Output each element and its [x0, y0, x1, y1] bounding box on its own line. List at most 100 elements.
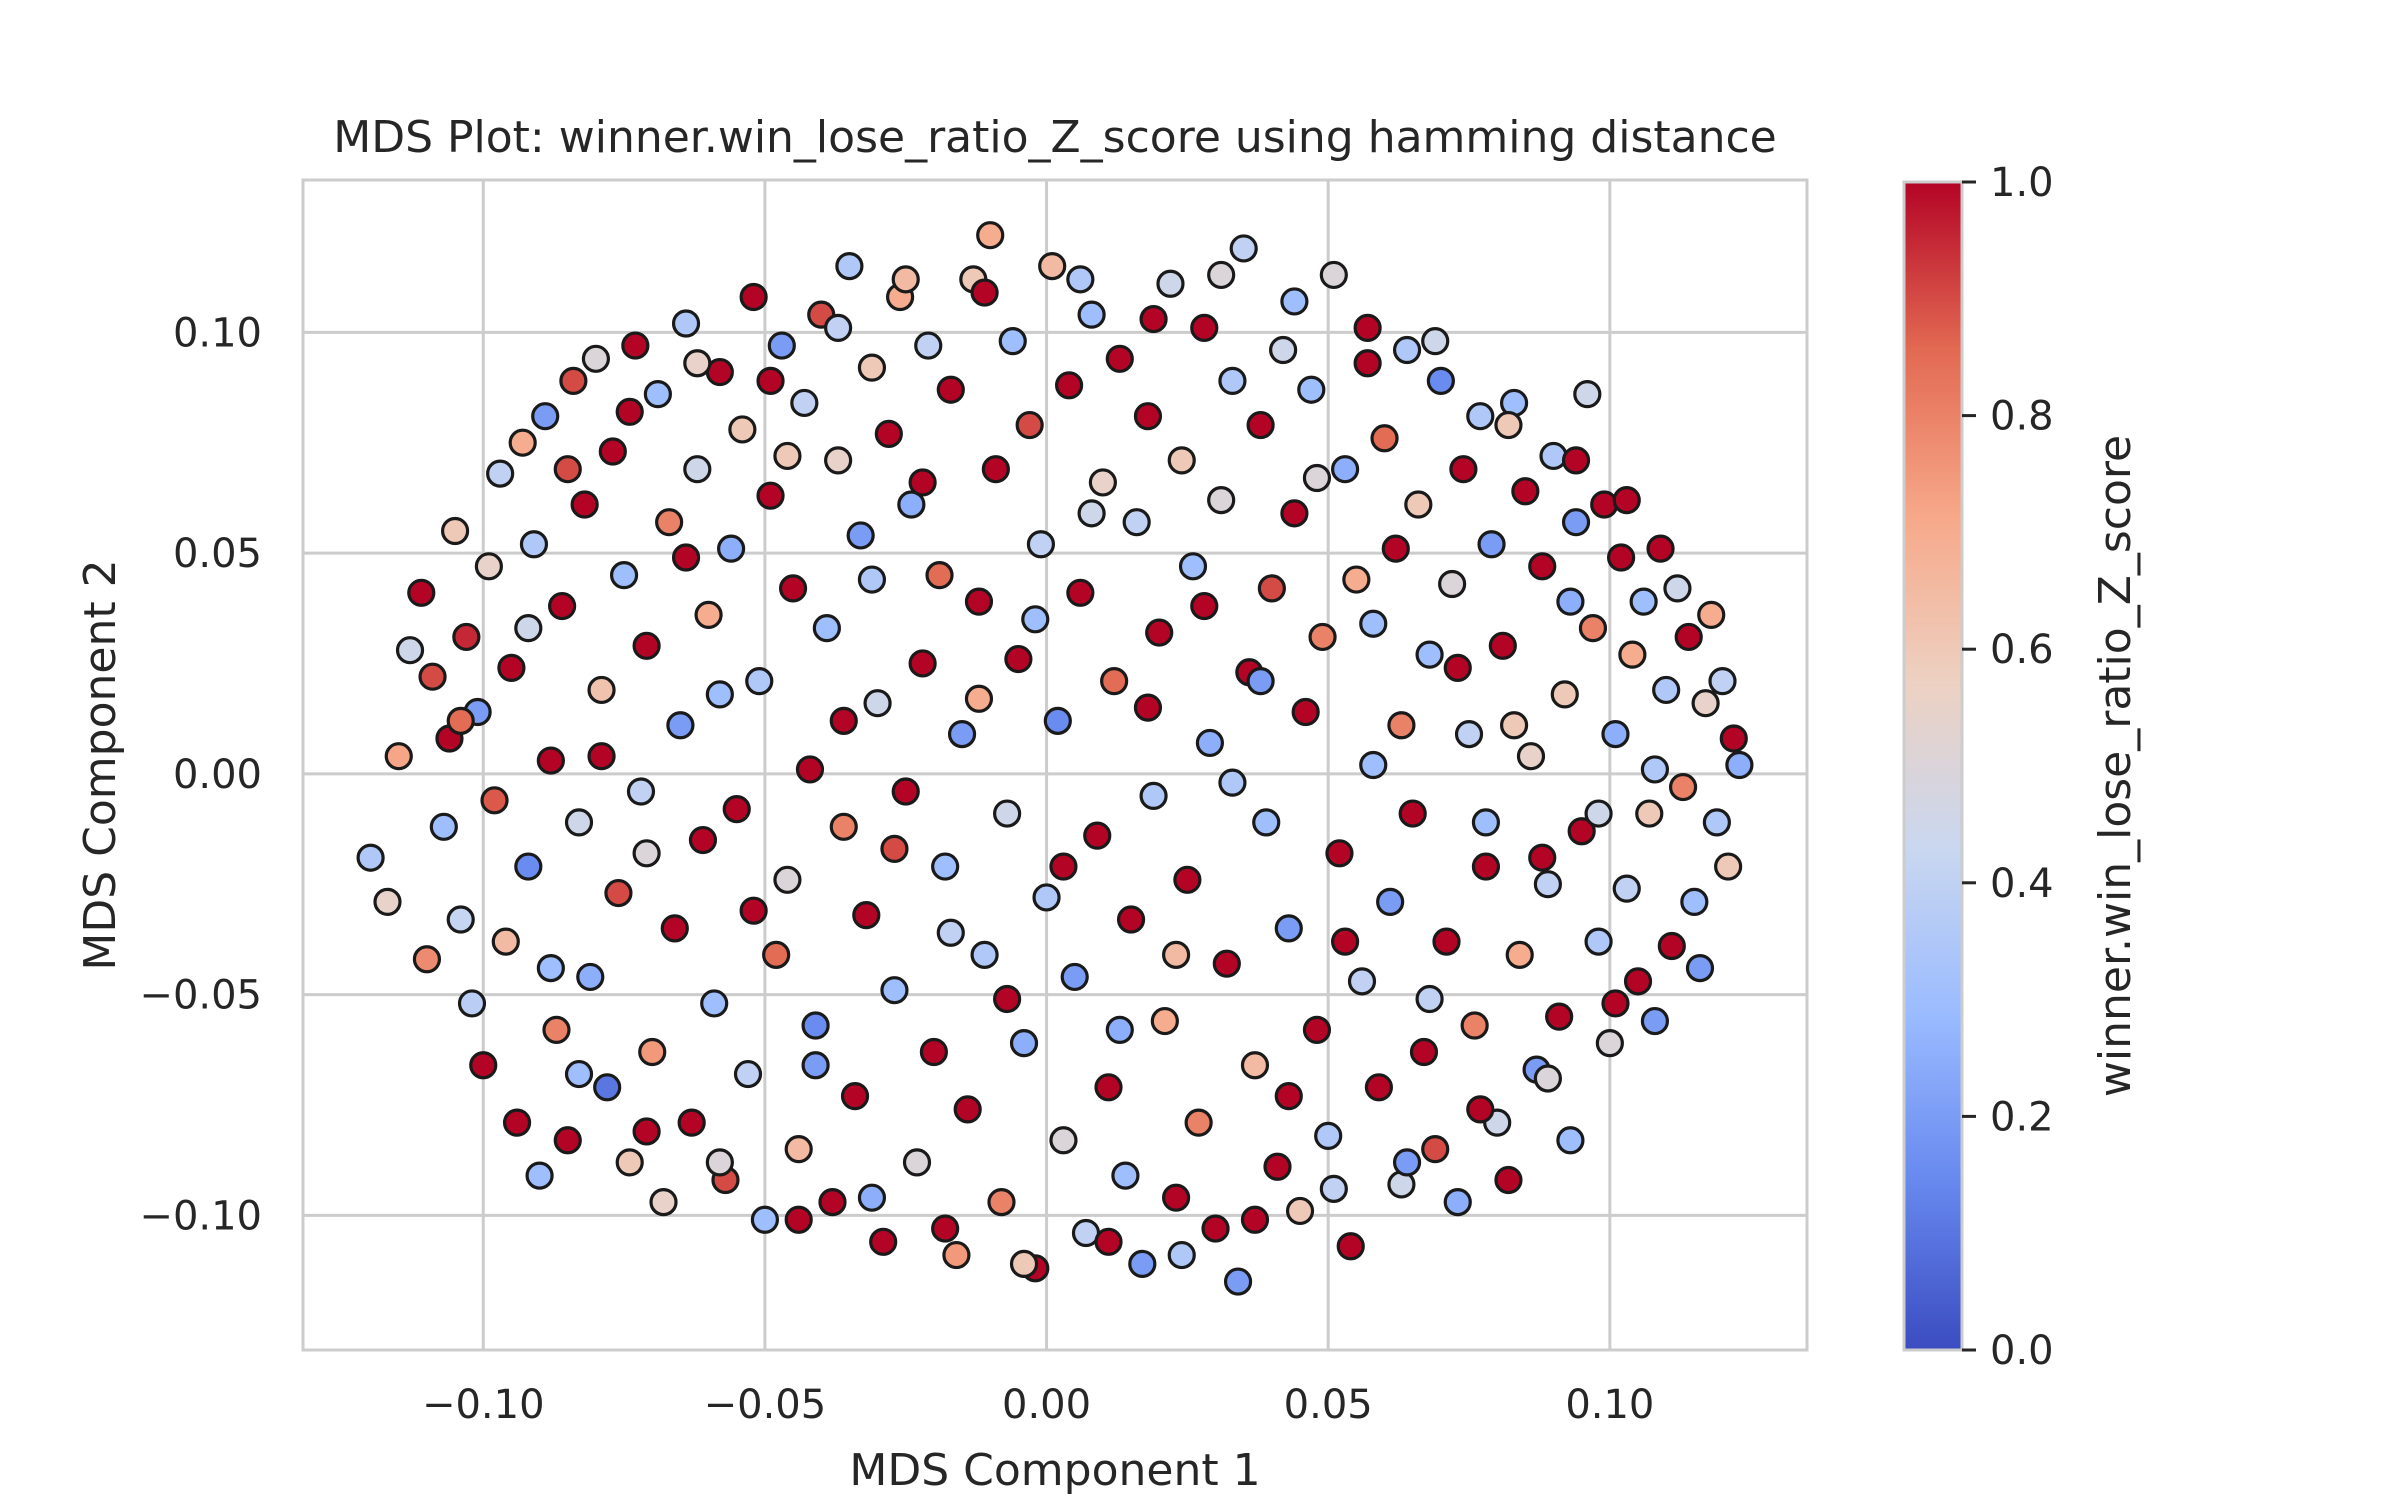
data-point [536, 746, 565, 775]
data-point [1280, 287, 1309, 316]
data-point [1556, 587, 1585, 616]
data-point [643, 380, 672, 409]
data-point [824, 446, 853, 475]
data-point [1556, 1126, 1585, 1155]
data-point [1291, 697, 1320, 727]
data-point [1066, 578, 1095, 607]
data-point [795, 755, 825, 784]
data-point [683, 349, 712, 378]
data-point [1657, 931, 1686, 961]
data-point [1100, 667, 1129, 696]
data-point [801, 1051, 830, 1080]
data-point [559, 366, 588, 395]
data-point [429, 812, 458, 841]
data-point [1330, 927, 1360, 956]
data-point [1528, 552, 1557, 581]
data-point [824, 313, 853, 343]
data-point [1421, 327, 1450, 356]
data-point [1325, 839, 1354, 868]
data-point [1590, 490, 1619, 519]
data-point [947, 719, 977, 749]
data-point [514, 852, 543, 881]
data-point [1178, 552, 1208, 581]
data-point [1539, 441, 1568, 471]
data-point [446, 706, 475, 735]
data-point [1533, 1064, 1562, 1093]
colorbar-tick-label: 1.0 [1990, 160, 2054, 206]
x-tick-label: 0.00 [1002, 1382, 1091, 1428]
data-point [919, 1037, 948, 1067]
data-point [1561, 446, 1591, 475]
data-point [964, 587, 994, 616]
data-point [818, 1187, 847, 1217]
data-point [446, 905, 475, 934]
data-point [553, 1126, 582, 1155]
data-point [660, 914, 689, 943]
data-point [908, 468, 937, 497]
data-point [576, 962, 605, 992]
data-point [1077, 300, 1106, 329]
data-point [598, 437, 627, 466]
data-point [1714, 852, 1743, 881]
colorbar-tick-label: 0.6 [1990, 627, 2054, 673]
data-point [762, 940, 791, 969]
data-point [987, 1187, 1016, 1217]
data-point [666, 711, 695, 740]
data-point [548, 591, 577, 621]
data-point [1545, 1002, 1574, 1031]
data-point [1685, 953, 1715, 983]
data-point [1054, 371, 1084, 400]
data-point [970, 940, 999, 969]
data-point [1466, 1095, 1495, 1124]
data-point [626, 777, 656, 806]
data-point [756, 366, 785, 395]
data-point [671, 309, 701, 338]
data-point [621, 331, 650, 360]
data-point [1719, 724, 1748, 753]
data-point [1387, 711, 1416, 740]
data-point [1314, 1121, 1343, 1150]
data-point [1190, 313, 1219, 343]
data-point [1376, 887, 1405, 916]
y-axis-label: MDS Component 2 [75, 559, 126, 970]
y-tick-label: −0.10 [139, 1193, 262, 1239]
data-point [857, 565, 887, 594]
data-point [1640, 755, 1670, 784]
data-point [1471, 852, 1501, 881]
data-point [525, 1161, 554, 1190]
data-point [632, 1117, 661, 1146]
colorbar-tick-label: 0.0 [1990, 1328, 2054, 1374]
data-point [1697, 600, 1726, 629]
data-point [1139, 781, 1168, 811]
data-point [638, 1037, 667, 1067]
y-tick-label: 0.05 [173, 531, 262, 577]
data-point [812, 614, 841, 643]
data-point [1471, 808, 1501, 837]
data-point [1618, 640, 1647, 669]
data-point [1032, 883, 1061, 912]
data-point [739, 896, 768, 925]
data-point [852, 901, 881, 930]
data-point [1533, 870, 1562, 899]
data-point [993, 799, 1022, 828]
data-point [519, 530, 549, 559]
data-point [1240, 1205, 1270, 1234]
data-point [418, 662, 447, 691]
data-point [1578, 614, 1608, 643]
data-point [728, 415, 757, 444]
data-point [801, 1011, 830, 1040]
data-point [1133, 693, 1163, 722]
data-point [587, 675, 616, 705]
data-point [1105, 344, 1134, 373]
data-point [1392, 335, 1422, 365]
data-point [1162, 1183, 1191, 1212]
data-point [1640, 1006, 1670, 1036]
data-point [705, 680, 734, 709]
data-point [581, 344, 611, 373]
data-point [897, 490, 926, 519]
data-point [1415, 640, 1444, 669]
data-point [1443, 1187, 1472, 1217]
data-point [964, 684, 994, 713]
x-tick-label: 0.05 [1284, 1382, 1373, 1428]
